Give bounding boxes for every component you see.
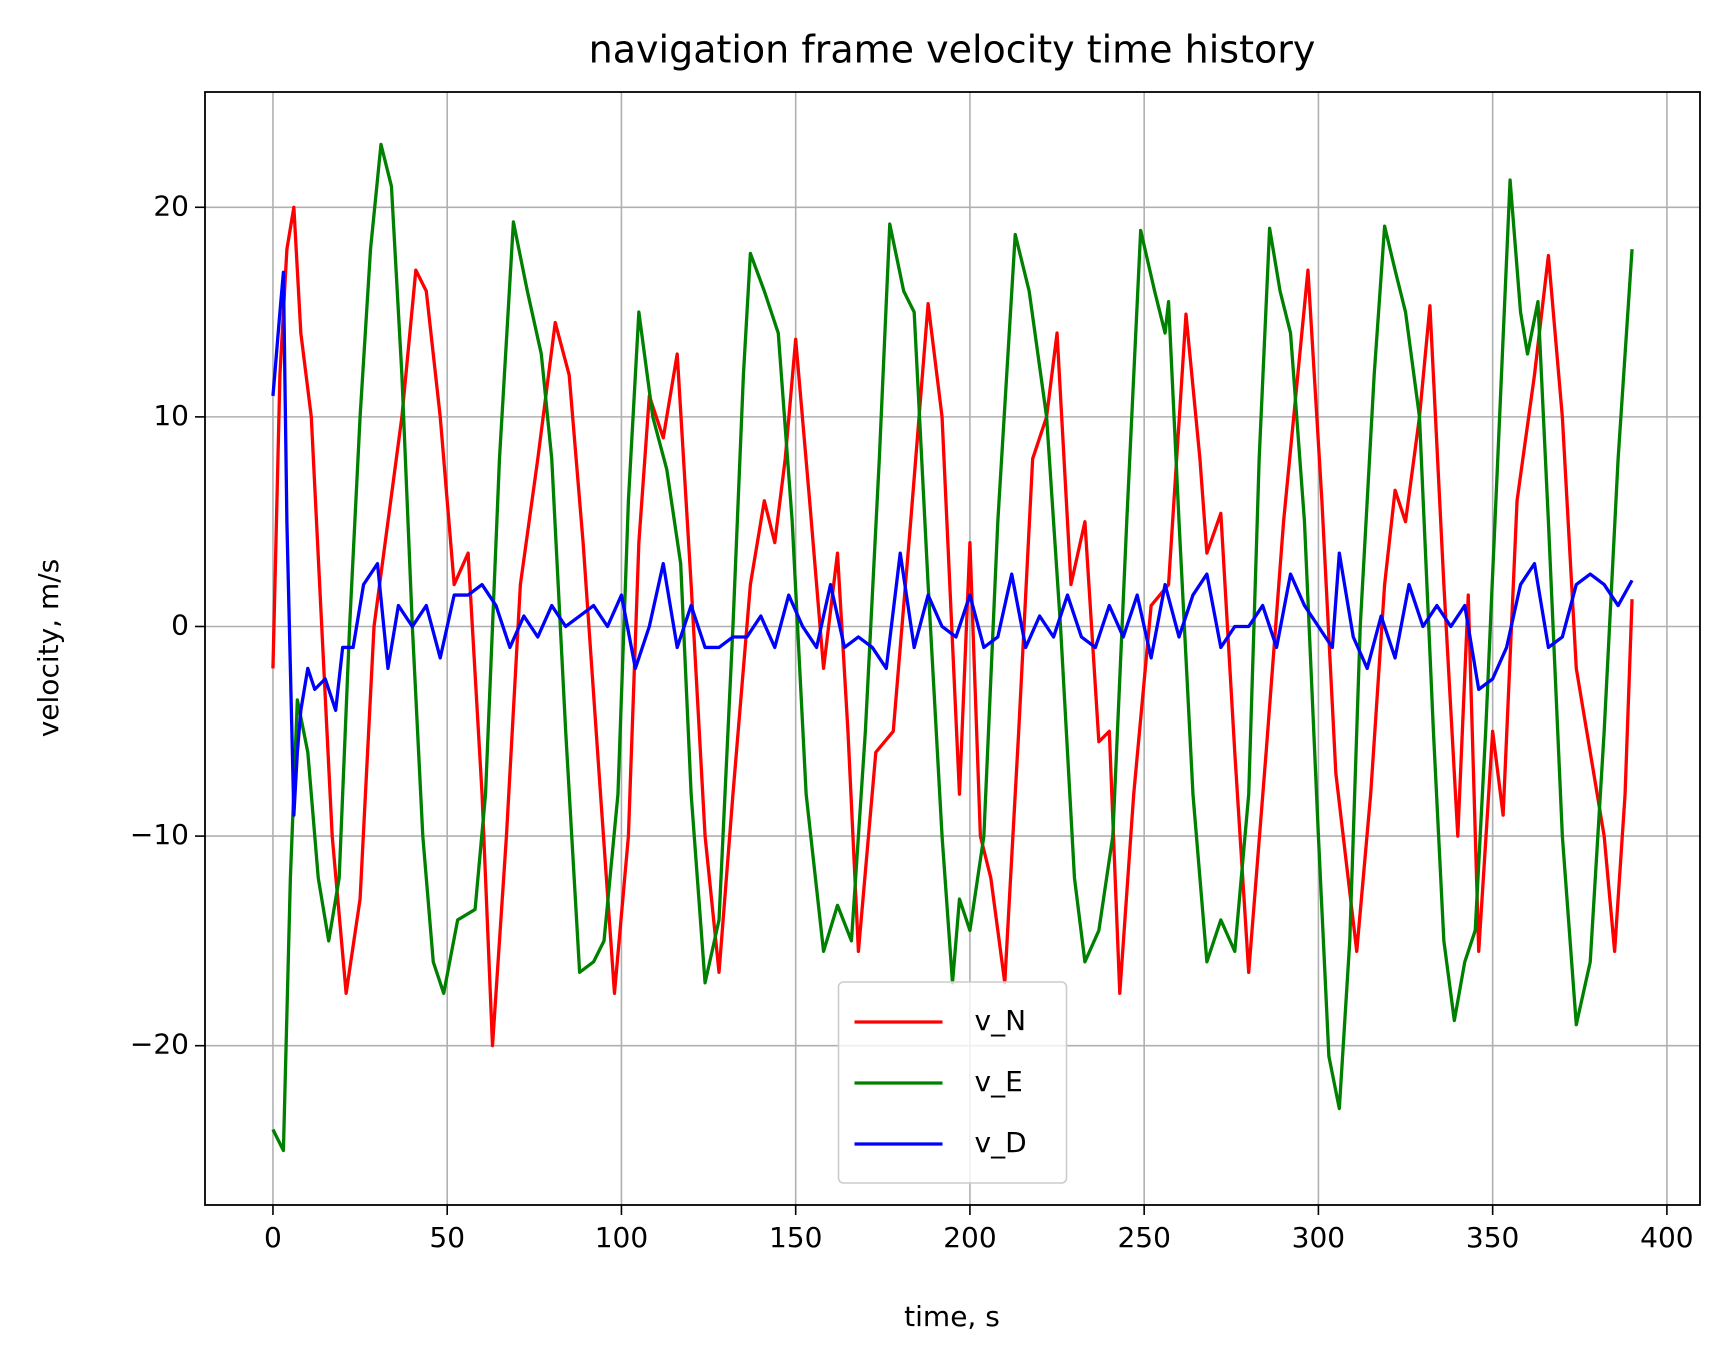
y-tick-label: 20 <box>153 189 189 222</box>
y-tick-label: −20 <box>130 1028 189 1061</box>
y-tick-label: 0 <box>171 608 189 641</box>
plot-frame <box>204 91 1701 1206</box>
x-axis-label: time, s <box>904 1300 1000 1333</box>
x-tick-label: 50 <box>429 1221 465 1254</box>
x-tick-label: 200 <box>943 1221 996 1254</box>
y-tick-label: 10 <box>153 399 189 432</box>
x-tick-label: 350 <box>1466 1221 1519 1254</box>
x-tick-label: 100 <box>595 1221 648 1254</box>
x-tick-label: 0 <box>264 1221 282 1254</box>
x-tick-label: 300 <box>1292 1221 1345 1254</box>
x-tick-label: 400 <box>1640 1221 1693 1254</box>
x-tick-label: 250 <box>1117 1221 1170 1254</box>
legend-label: v_E <box>975 1065 1023 1098</box>
x-tick-label: 150 <box>769 1221 822 1254</box>
y-axis-label: velocity, m/s <box>32 559 65 738</box>
chart-title: navigation frame velocity time history <box>589 28 1316 72</box>
legend-label: v_D <box>975 1126 1027 1159</box>
legend-box <box>837 981 1068 1184</box>
legend-label: v_N <box>975 1004 1027 1037</box>
y-tick-label: −10 <box>130 818 189 851</box>
series-line <box>271 270 1634 817</box>
